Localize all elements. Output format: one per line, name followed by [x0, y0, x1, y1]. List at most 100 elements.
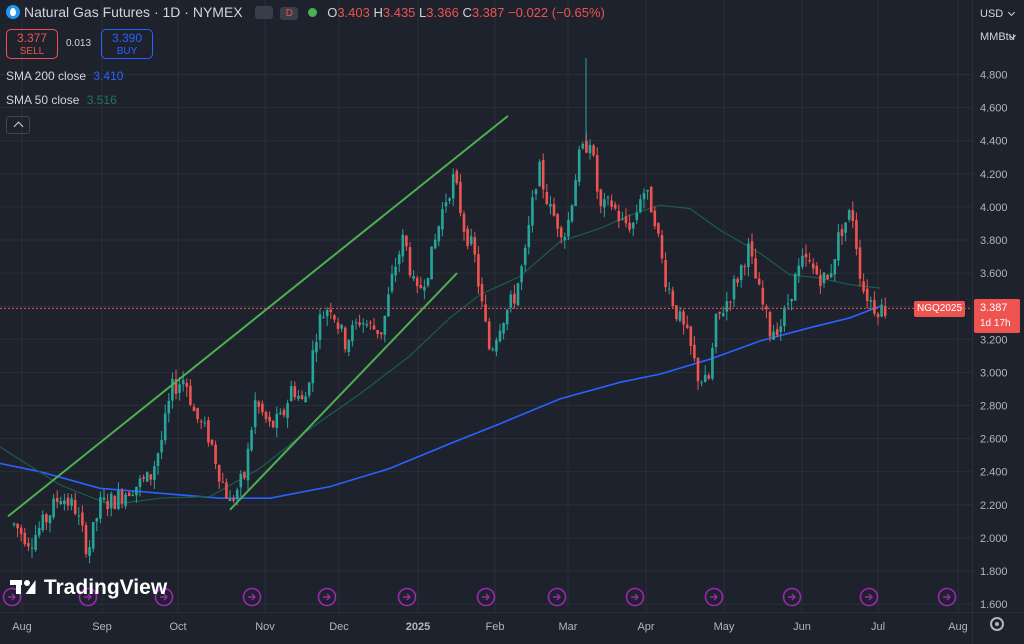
- candle-body: [73, 499, 77, 515]
- symbol-title[interactable]: Natural Gas Futures · 1D · NYMEX: [24, 4, 243, 20]
- candle-body: [138, 478, 142, 488]
- candle-body: [99, 497, 102, 519]
- candle-body: [250, 429, 253, 451]
- candle-body: [685, 324, 689, 328]
- candle-body: [214, 444, 217, 464]
- candle-body: [768, 312, 772, 337]
- candle-body: [703, 374, 707, 383]
- candle-body: [718, 311, 721, 314]
- candle-body: [844, 222, 847, 233]
- candle-body: [606, 197, 610, 199]
- candle-body: [113, 495, 117, 510]
- candle-body: [833, 259, 837, 275]
- candle-body: [797, 265, 801, 276]
- candle-body: [505, 309, 509, 325]
- sma50-label: SMA 50 close: [6, 93, 80, 107]
- time-tick-label: Nov: [255, 621, 275, 633]
- candle-body: [300, 395, 304, 399]
- candle-body: [631, 222, 635, 229]
- eye-icon[interactable]: [254, 6, 273, 19]
- candle-body: [527, 224, 531, 248]
- candle-body: [628, 222, 631, 230]
- price-tick-label: 3.600: [980, 268, 1008, 280]
- event-marker-arrow: [403, 593, 411, 601]
- open-value: 3.403: [337, 5, 370, 20]
- sell-label: SELL: [19, 46, 45, 57]
- flag-badge[interactable]: D: [280, 7, 299, 20]
- sma200-value: 3.410: [93, 69, 124, 83]
- symbol-header: Natural Gas Futures · 1D · NYMEX D O3.40…: [6, 4, 605, 20]
- candle-body: [109, 493, 113, 509]
- candle-body: [559, 227, 563, 238]
- candle-body: [779, 326, 783, 332]
- candle-body: [822, 272, 826, 284]
- currency-selector[interactable]: USD: [976, 4, 1020, 24]
- candle-body: [513, 293, 516, 304]
- price-tick-label: 3.200: [980, 334, 1008, 346]
- candle-body: [502, 323, 505, 334]
- candle-body: [63, 500, 66, 505]
- candle-body: [858, 247, 862, 279]
- event-marker-arrow: [865, 593, 873, 601]
- sell-button[interactable]: 3.377 SELL: [6, 29, 58, 59]
- candle-body: [851, 210, 855, 222]
- tradingview-logo[interactable]: TradingView: [10, 576, 167, 604]
- time-tick-label: Jun: [793, 621, 811, 633]
- candle-body: [282, 410, 286, 416]
- candle-body: [761, 287, 765, 305]
- candle-body: [642, 192, 646, 200]
- candle-body: [343, 327, 347, 350]
- candle-body: [793, 273, 797, 301]
- candle-body: [693, 344, 696, 359]
- candle-body: [491, 349, 495, 351]
- candle-body: [379, 332, 383, 335]
- buy-button[interactable]: 3.390 BUY: [101, 29, 153, 59]
- candle-body: [570, 205, 574, 222]
- time-axis[interactable]: Aug Sep Oct Nov Dec 2025 Feb Mar Apr May Jun Jul Aug: [12, 621, 968, 633]
- settings-gear-icon[interactable]: [990, 617, 1004, 631]
- candle-body: [91, 521, 95, 549]
- candle-body: [415, 277, 419, 287]
- candle-body: [487, 321, 491, 350]
- candle-body: [671, 290, 675, 307]
- candle-body: [563, 236, 567, 240]
- candle-body: [329, 309, 333, 313]
- candle-body: [480, 284, 484, 302]
- candle-body: [52, 498, 55, 518]
- candle-body: [847, 210, 851, 220]
- time-tick-label: May: [714, 621, 735, 633]
- event-marker-arrow: [323, 593, 331, 601]
- candle-body: [617, 210, 621, 222]
- collapse-legend-button[interactable]: [6, 116, 30, 134]
- candle-body: [873, 300, 876, 314]
- candle-body: [786, 303, 790, 305]
- candle-body: [657, 223, 660, 234]
- sma200-label: SMA 200 close: [6, 69, 87, 83]
- candle-body: [743, 266, 747, 268]
- candle-body: [466, 228, 469, 247]
- unit-selector[interactable]: MMBtu: [976, 27, 1020, 47]
- candle-body: [585, 140, 588, 153]
- candle-body: [59, 501, 63, 505]
- time-tick-label: 2025: [406, 621, 430, 633]
- event-marker-icon: [625, 587, 645, 607]
- time-tick-label: Dec: [329, 621, 349, 633]
- candle-body: [181, 380, 185, 385]
- event-marker-icon: [154, 587, 174, 607]
- candle-body: [221, 481, 225, 483]
- time-tick-label: Aug: [12, 621, 32, 633]
- candle-body: [541, 159, 545, 190]
- candle-body: [433, 239, 437, 249]
- candle-body: [253, 400, 257, 428]
- candle-body: [750, 241, 754, 257]
- candle-body: [19, 527, 23, 534]
- candle-body: [689, 326, 693, 347]
- candle-body: [120, 490, 124, 504]
- sma200-legend[interactable]: SMA 200 close 3.410: [6, 69, 123, 83]
- candle-body: [365, 324, 369, 326]
- candle-body: [383, 315, 387, 335]
- sma50-legend[interactable]: SMA 50 close 3.516: [6, 93, 117, 107]
- price-tick-label: 2.400: [980, 467, 1008, 479]
